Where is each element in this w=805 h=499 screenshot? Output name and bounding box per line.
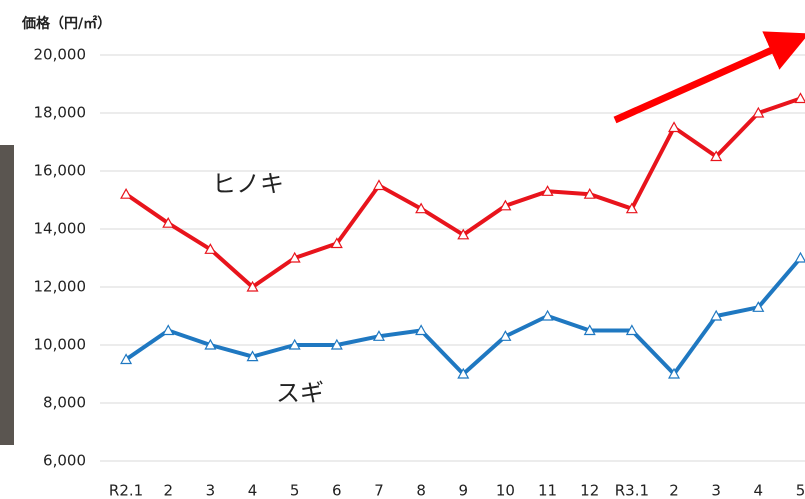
y-tick-label: 8,000 xyxy=(43,394,86,412)
x-tick-label: 8 xyxy=(416,482,426,499)
y-tick-label: 20,000 xyxy=(34,46,87,64)
x-tick-label: 11 xyxy=(538,482,557,499)
photo-strip xyxy=(0,145,14,445)
chart: 価格（円/㎡） 6,000 8,000 10,000 12,000 14,000 16,0… xyxy=(0,0,805,499)
point-marker xyxy=(669,123,679,132)
series-annotation: スギ xyxy=(276,379,324,407)
x-tick-label: 4 xyxy=(754,482,764,499)
y-tick-label: 18,000 xyxy=(34,104,87,122)
y-tick-label: 16,000 xyxy=(34,162,87,180)
x-tick-label: 9 xyxy=(459,482,469,499)
x-tick-label: 2 xyxy=(669,482,679,499)
series-annotation: ヒノキ xyxy=(212,170,284,198)
series-line xyxy=(126,258,800,374)
point-marker xyxy=(374,181,384,190)
x-tick-label: 6 xyxy=(332,482,342,499)
x-tick-label: 12 xyxy=(580,482,599,499)
y-tick-label: 10,000 xyxy=(34,336,87,354)
y-tick-label: 12,000 xyxy=(34,278,87,296)
x-tick-label: 10 xyxy=(496,482,515,499)
x-tick-label: 3 xyxy=(206,482,216,499)
trend-arrow xyxy=(615,42,790,120)
x-tick-label: 2 xyxy=(163,482,173,499)
point-marker xyxy=(795,253,805,262)
x-tick-label: 7 xyxy=(374,482,384,499)
y-tick-label: 6,000 xyxy=(43,452,86,470)
x-tick-label: 3 xyxy=(711,482,721,499)
point-marker xyxy=(121,189,131,198)
x-tick-label: R3.1 xyxy=(615,482,649,499)
x-tick-label: R2.1 xyxy=(109,482,143,499)
x-tick-label: 5 xyxy=(796,482,805,499)
chart-title: 価格（円/㎡） xyxy=(21,15,111,32)
x-tick-label: 5 xyxy=(290,482,300,499)
x-tick-label: 4 xyxy=(248,482,258,499)
y-tick-label: 14,000 xyxy=(34,220,87,238)
